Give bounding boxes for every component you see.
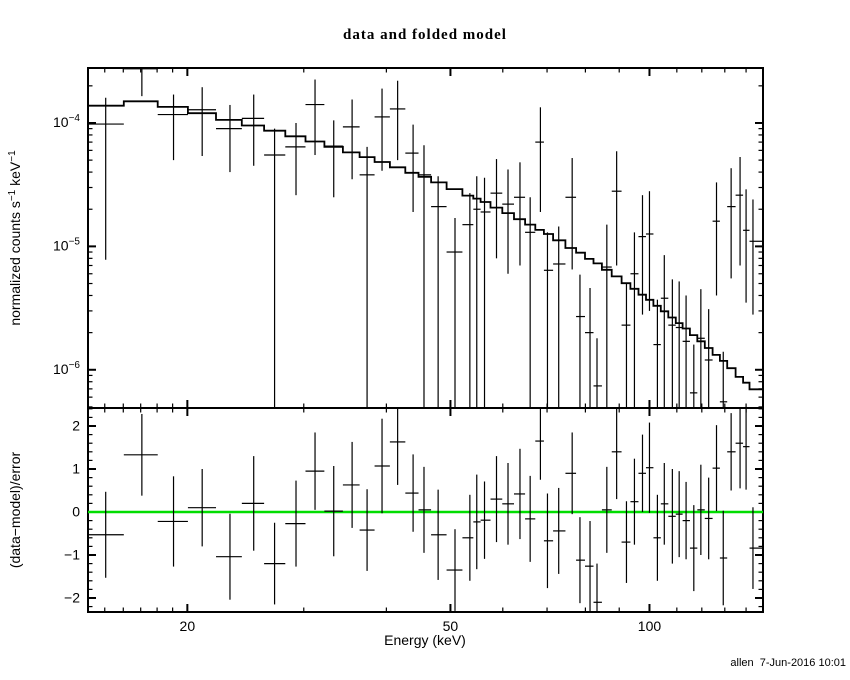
svg-text:−1: −1 [64,546,80,562]
svg-text:100: 100 [638,618,662,634]
data-points [88,68,763,408]
model-histogram [88,100,763,391]
chart-title: data and folded model [343,27,507,43]
svg-text:10−5: 10−5 [53,236,80,253]
svg-text:10−6: 10−6 [53,360,80,377]
superscript: −1 [7,189,18,202]
svg-text:10−4: 10−4 [53,113,80,130]
tick-labels: 20 50 100 10−4 10−5 10−6 −2 −1 0 1 2 [53,113,661,634]
svg-text:50: 50 [443,618,459,634]
x-axis-label: Energy (keV) [384,632,466,648]
bottom-y-axis-label: (data−model)/error [7,451,23,569]
superscript: −1 [7,150,18,162]
svg-text:20: 20 [180,618,196,634]
user-timestamp: allen 7-Jun-2016 10:01 [730,657,846,669]
svg-text:−2: −2 [64,589,80,605]
top-y-axis-label: normalized counts s−1 keV−1 [7,68,23,408]
label-text: normalized counts s [7,201,23,326]
label-text: keV [7,161,23,190]
svg-text:0: 0 [72,503,80,519]
svg-text:2: 2 [72,418,80,434]
residual-points [88,408,763,612]
svg-text:1: 1 [72,461,80,477]
axes [87,67,764,613]
